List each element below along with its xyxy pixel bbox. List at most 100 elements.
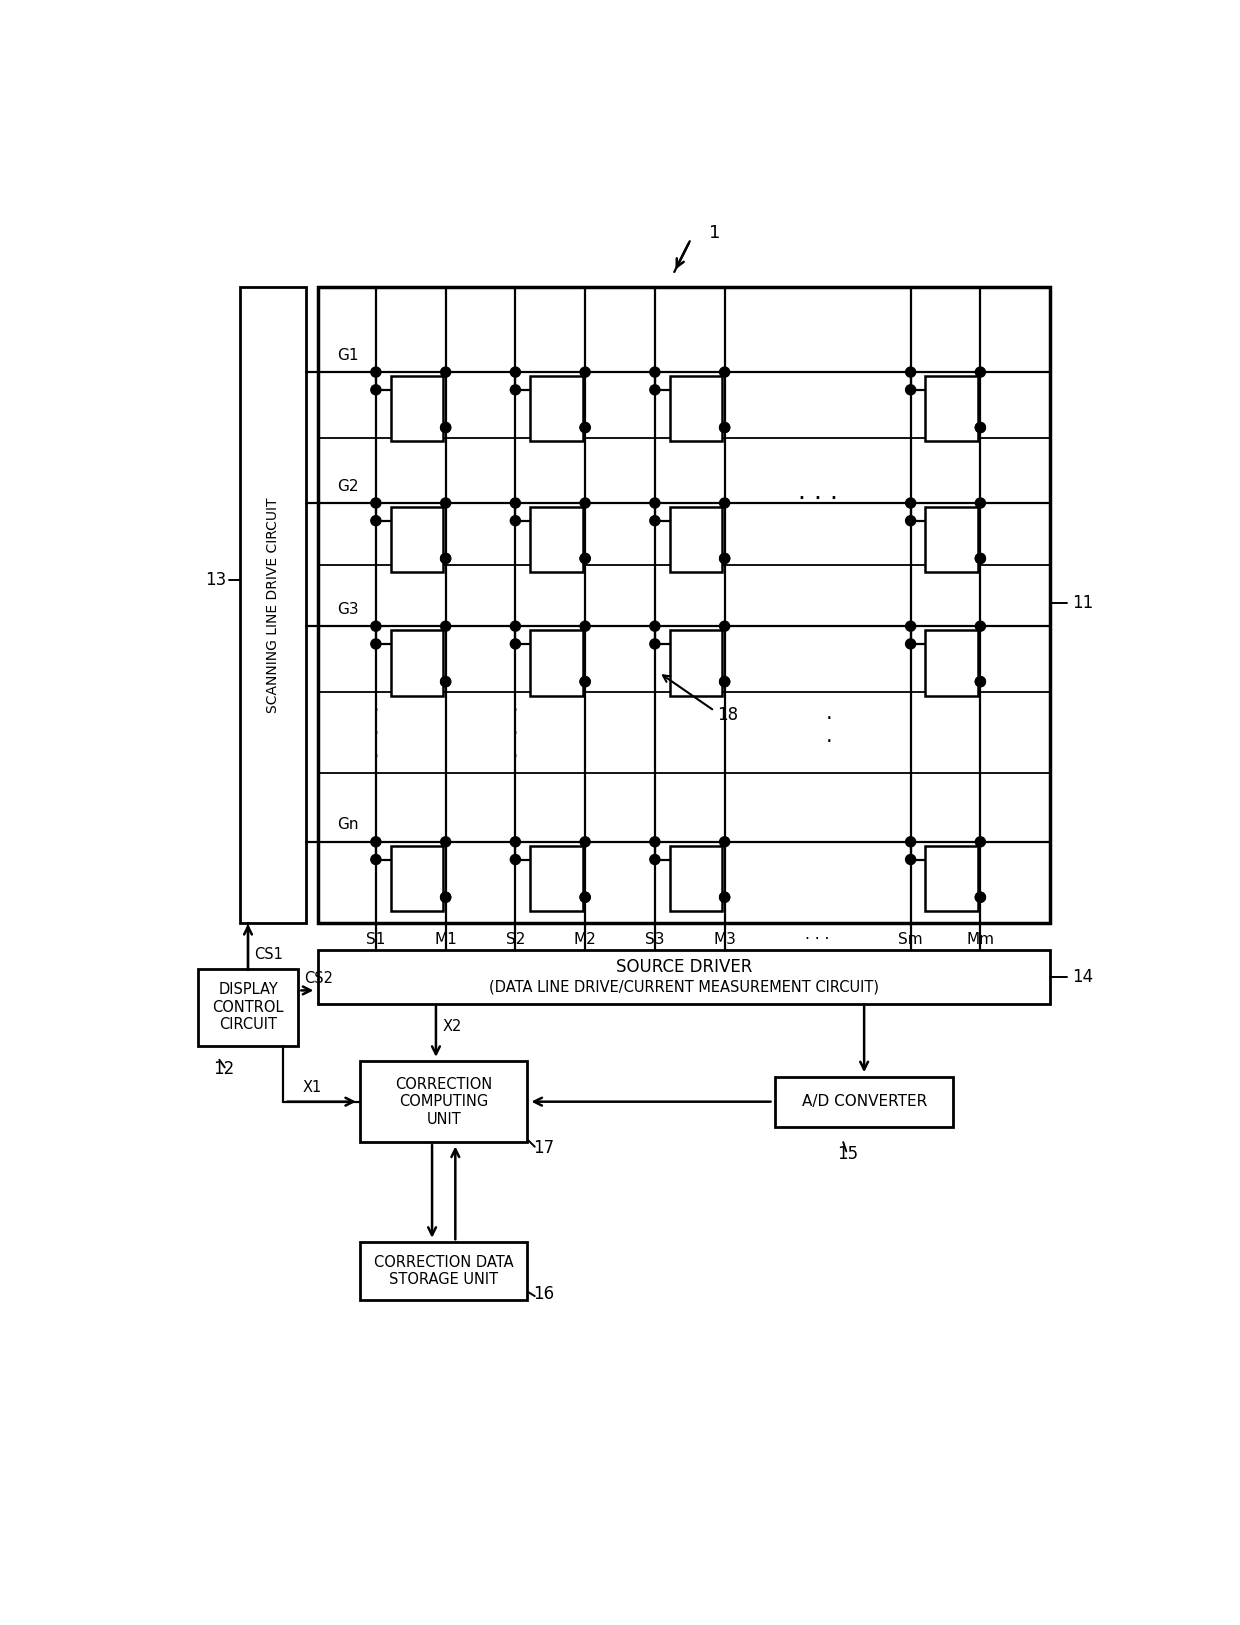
- Bar: [925, 630, 978, 696]
- Circle shape: [976, 422, 986, 432]
- Circle shape: [905, 385, 915, 395]
- Circle shape: [650, 855, 660, 864]
- Bar: [925, 375, 978, 442]
- Circle shape: [371, 837, 381, 847]
- Circle shape: [440, 676, 450, 687]
- Circle shape: [719, 554, 729, 564]
- Circle shape: [580, 367, 590, 377]
- Text: 16: 16: [533, 1285, 554, 1303]
- Text: 17: 17: [533, 1139, 554, 1157]
- Circle shape: [905, 837, 915, 847]
- Text: Mm: Mm: [966, 933, 994, 947]
- Circle shape: [371, 367, 381, 377]
- Circle shape: [719, 554, 729, 564]
- Bar: [670, 630, 722, 696]
- Text: Gn: Gn: [337, 817, 358, 832]
- Text: SOURCE DRIVER: SOURCE DRIVER: [616, 957, 753, 975]
- Bar: [391, 507, 444, 572]
- Bar: [531, 375, 583, 442]
- Text: ·
·
·: · · ·: [372, 700, 379, 767]
- Circle shape: [976, 837, 986, 847]
- Text: CORRECTION DATA
STORAGE UNIT: CORRECTION DATA STORAGE UNIT: [374, 1254, 513, 1287]
- Circle shape: [511, 385, 521, 395]
- Bar: [670, 845, 722, 912]
- Circle shape: [905, 639, 915, 648]
- Circle shape: [371, 385, 381, 395]
- Circle shape: [905, 621, 915, 630]
- Text: ·
·: · ·: [826, 708, 832, 752]
- Bar: [531, 630, 583, 696]
- Circle shape: [976, 621, 986, 630]
- Circle shape: [511, 621, 521, 630]
- Bar: [531, 507, 583, 572]
- Circle shape: [580, 837, 590, 847]
- Circle shape: [719, 497, 729, 509]
- Text: 15: 15: [837, 1144, 858, 1162]
- Text: M2: M2: [574, 933, 596, 947]
- Circle shape: [650, 497, 660, 509]
- Bar: [391, 375, 444, 442]
- Bar: [925, 845, 978, 912]
- Text: S2: S2: [506, 933, 525, 947]
- Circle shape: [580, 676, 590, 687]
- Circle shape: [976, 554, 986, 564]
- Circle shape: [440, 892, 450, 902]
- Circle shape: [905, 855, 915, 864]
- Circle shape: [650, 621, 660, 630]
- Circle shape: [976, 497, 986, 509]
- Circle shape: [440, 367, 450, 377]
- Circle shape: [976, 554, 986, 564]
- Circle shape: [440, 554, 450, 564]
- Circle shape: [719, 892, 729, 902]
- Circle shape: [976, 676, 986, 687]
- Text: X1: X1: [303, 1081, 321, 1095]
- Circle shape: [580, 422, 590, 432]
- Text: 1: 1: [709, 224, 720, 242]
- Circle shape: [580, 621, 590, 630]
- Circle shape: [371, 497, 381, 509]
- Circle shape: [580, 554, 590, 564]
- Circle shape: [511, 515, 521, 526]
- Circle shape: [371, 639, 381, 648]
- Text: 11: 11: [1071, 595, 1094, 613]
- Bar: [775, 1077, 954, 1126]
- Circle shape: [719, 676, 729, 687]
- Text: A/D CONVERTER: A/D CONVERTER: [801, 1094, 926, 1110]
- Circle shape: [371, 855, 381, 864]
- Text: SCANNING LINE DRIVE CIRCUIT: SCANNING LINE DRIVE CIRCUIT: [267, 497, 280, 713]
- Circle shape: [511, 855, 521, 864]
- Text: G1: G1: [337, 348, 358, 362]
- Circle shape: [511, 367, 521, 377]
- Bar: [241, 288, 306, 923]
- Text: Sm: Sm: [898, 933, 923, 947]
- Bar: [391, 630, 444, 696]
- Circle shape: [719, 422, 729, 432]
- Text: G2: G2: [337, 478, 358, 494]
- Text: 12: 12: [213, 1060, 234, 1077]
- Circle shape: [650, 515, 660, 526]
- Circle shape: [440, 554, 450, 564]
- Bar: [670, 507, 722, 572]
- Circle shape: [580, 892, 590, 902]
- Bar: [197, 968, 299, 1046]
- Text: M3: M3: [713, 933, 737, 947]
- Circle shape: [719, 837, 729, 847]
- Bar: [925, 507, 978, 572]
- Bar: [670, 375, 722, 442]
- Circle shape: [440, 422, 450, 432]
- Text: (DATA LINE DRIVE/CURRENT MEASUREMENT CIRCUIT): (DATA LINE DRIVE/CURRENT MEASUREMENT CIR…: [489, 978, 879, 994]
- Text: DISPLAY
CONTROL
CIRCUIT: DISPLAY CONTROL CIRCUIT: [212, 983, 284, 1032]
- Circle shape: [719, 676, 729, 687]
- Circle shape: [440, 837, 450, 847]
- Circle shape: [719, 892, 729, 902]
- Text: 14: 14: [1071, 967, 1092, 985]
- Circle shape: [905, 497, 915, 509]
- Circle shape: [719, 621, 729, 630]
- Circle shape: [511, 497, 521, 509]
- Circle shape: [976, 892, 986, 902]
- Circle shape: [440, 497, 450, 509]
- Circle shape: [440, 676, 450, 687]
- Circle shape: [580, 422, 590, 432]
- Bar: [361, 1061, 527, 1142]
- Circle shape: [650, 367, 660, 377]
